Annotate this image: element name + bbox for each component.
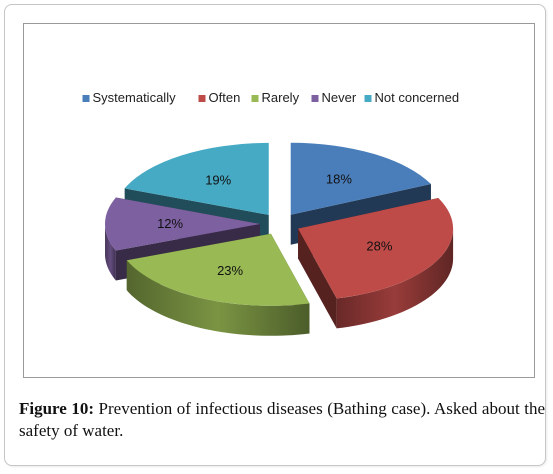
legend-swatch-rarely (251, 95, 259, 102)
pie-slice-rarely (126, 233, 310, 336)
pie-label-not-concerned: 19% (205, 172, 231, 187)
legend-swatch-systematically (82, 95, 90, 102)
legend-label-never: Never (322, 90, 357, 105)
figure-caption: Figure 10: Prevention of infectious dise… (19, 398, 545, 442)
legend-label-systematically: Systematically (93, 90, 177, 105)
pie-label-never: 12% (157, 216, 183, 231)
caption-text: Prevention of infectious diseases (Bathi… (19, 399, 545, 440)
legend-swatch-not-concerned (364, 95, 372, 102)
pie-slices (105, 142, 454, 336)
pie-slice-often (298, 198, 454, 329)
chart-legend: Systematically Often Rarely Never Not concer… (82, 90, 460, 105)
legend-label-rarely: Rarely (262, 90, 300, 105)
pie-label-often: 28% (366, 238, 392, 253)
caption-lead: Figure 10: (19, 399, 95, 418)
figure-box: Systematically Often Rarely Never Not concer… (4, 4, 546, 466)
legend-label-often: Often (209, 90, 241, 105)
pie-label-systematically: 18% (326, 171, 352, 186)
pie-labels: 18% 28% 23% 12% 19% (157, 171, 393, 278)
legend-swatch-never (311, 95, 319, 102)
pie-label-rarely: 23% (217, 263, 243, 278)
legend-label-not-concerned: Not concerned (375, 90, 460, 105)
chart-area: Systematically Often Rarely Never Not concer… (23, 23, 535, 378)
pie-chart: Systematically Often Rarely Never Not concer… (82, 90, 460, 336)
legend-swatch-often (198, 95, 206, 102)
